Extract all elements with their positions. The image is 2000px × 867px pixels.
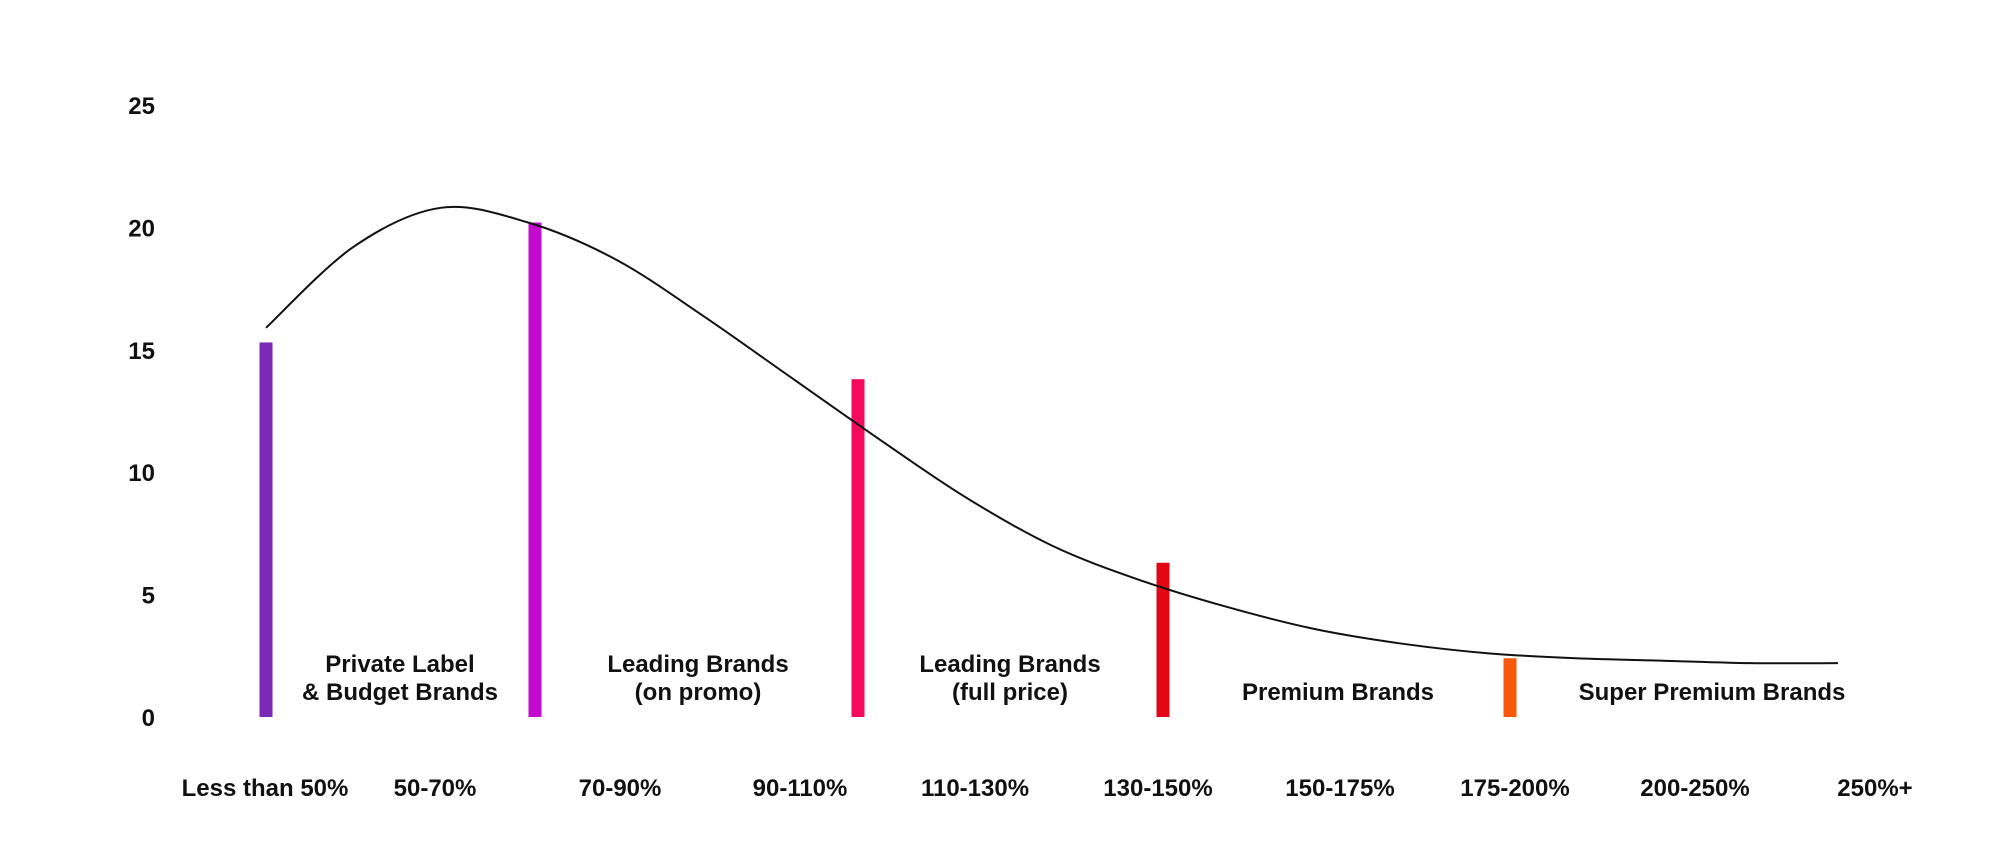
segment-label: Super Premium Brands <box>1579 679 1846 706</box>
x-tick-label: 50-70% <box>394 775 477 802</box>
bar <box>851 379 865 717</box>
segment-label: (full price) <box>952 679 1068 706</box>
y-tick-label: 10 <box>128 460 155 487</box>
x-tick-label: 150-175% <box>1285 775 1394 802</box>
x-tick-label: Less than 50% <box>182 775 349 802</box>
y-tick-label: 25 <box>128 93 155 120</box>
x-tick-label: 200-250% <box>1640 775 1749 802</box>
distribution-curve <box>265 205 1839 665</box>
y-tick-label: 20 <box>128 215 155 242</box>
segment-label: Private Label <box>325 651 474 678</box>
bar <box>259 342 273 717</box>
x-tick-label: 175-200% <box>1460 775 1569 802</box>
y-tick-label: 5 <box>142 583 155 610</box>
y-tick-label: 0 <box>142 705 155 732</box>
segment-label: Leading Brands <box>607 651 788 678</box>
x-tick-label: 250%+ <box>1837 775 1912 802</box>
segment-labels: Private Label& Budget Brands Leading Bran… <box>302 651 1845 706</box>
x-tick-label: 70-90% <box>579 775 662 802</box>
segment-label: Premium Brands <box>1242 679 1434 706</box>
y-tick-label: 15 <box>128 338 155 365</box>
bar <box>1503 658 1517 717</box>
bars-group <box>259 222 1517 717</box>
bar <box>1156 562 1170 717</box>
x-tick-label: 110-130% <box>921 775 1029 802</box>
y-axis-ticks: 0 5 10 15 20 25 <box>128 93 155 732</box>
x-tick-label: 90-110% <box>753 775 848 802</box>
x-tick-label: 130-150% <box>1103 775 1212 802</box>
segment-label: & Budget Brands <box>302 679 498 706</box>
bar <box>528 222 542 717</box>
segment-label: Leading Brands <box>919 651 1100 678</box>
segment-label: (on promo) <box>635 679 762 706</box>
x-axis-ticks: Less than 50% 50-70% 70-90% 90-110% 110-130%… <box>182 775 1913 802</box>
